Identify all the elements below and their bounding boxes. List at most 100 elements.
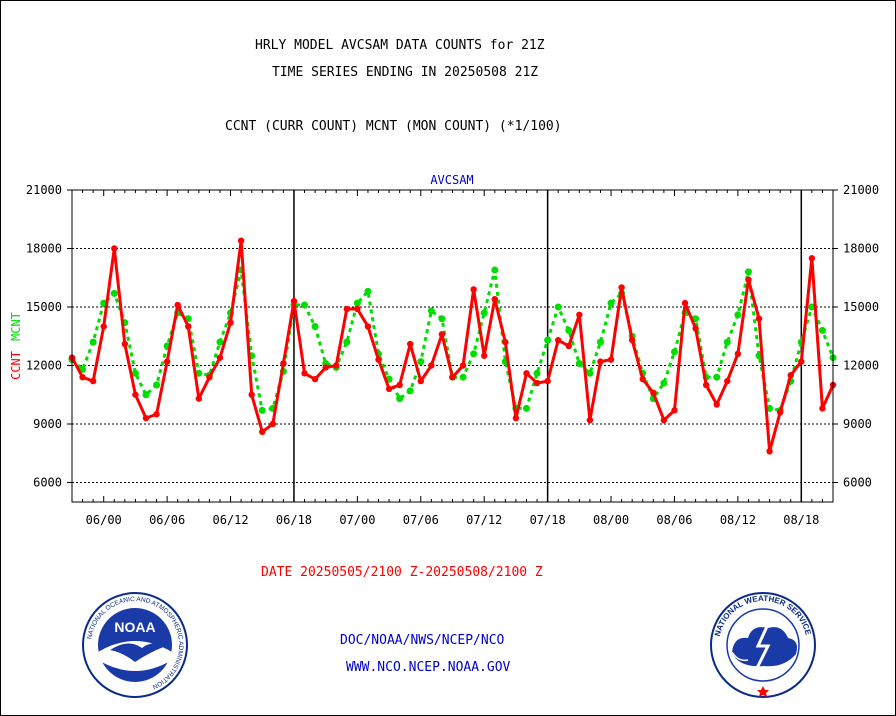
y-tick-label-left: 9000 [33, 417, 62, 431]
data-point-ccnt [311, 375, 319, 383]
y-tick-label-right: 9000 [843, 417, 872, 431]
data-point-ccnt [111, 245, 118, 252]
y-tick-label-right: 18000 [843, 242, 879, 256]
data-point-mcnt [110, 289, 118, 297]
data-point-mcnt [575, 360, 583, 368]
y-label-mcnt: MCNT [9, 312, 23, 341]
data-point-ccnt [364, 323, 372, 330]
y-tick-label-left: 15000 [26, 300, 62, 314]
x-axis: 06/00 06/06 06/12 06/18 07/00 07/06 07/12 07/18… [82, 190, 823, 527]
data-point-ccnt [100, 323, 107, 330]
nws-logo: NATIONAL WEATHER SERVICE [710, 592, 816, 698]
data-point-ccnt [819, 405, 826, 412]
x-tick-label: 08/00 [593, 513, 629, 527]
x-tick-label: 07/18 [530, 513, 566, 527]
data-point-ccnt [491, 296, 498, 303]
data-point-ccnt [428, 362, 435, 369]
data-point-ccnt [375, 356, 382, 363]
data-point-ccnt [776, 409, 784, 416]
data-point-ccnt [808, 255, 816, 262]
data-point-mcnt [522, 404, 530, 412]
data-point-mcnt [586, 369, 594, 377]
data-point-ccnt [512, 414, 520, 422]
data-point-ccnt [354, 305, 361, 313]
data-point-ccnt [639, 375, 646, 383]
data-point-ccnt [650, 389, 657, 396]
data-point-mcnt [670, 348, 678, 356]
y-tick-label-right: 15000 [843, 300, 879, 314]
data-point-mcnt [153, 381, 161, 389]
data-point-mcnt [438, 315, 446, 323]
data-point-ccnt [153, 411, 160, 418]
data-point-ccnt [554, 336, 562, 344]
y-tick-label-right: 21000 [843, 183, 879, 197]
series-layer [68, 237, 837, 455]
data-point-mcnt [544, 336, 552, 344]
data-point-mcnt [818, 326, 826, 334]
y-tick-label-left: 18000 [26, 242, 62, 256]
data-point-ccnt [132, 391, 139, 398]
data-point-mcnt [406, 387, 414, 395]
data-point-ccnt [755, 315, 763, 322]
data-point-mcnt [766, 404, 774, 412]
data-point-mcnt [533, 369, 541, 377]
data-point-mcnt [89, 338, 97, 346]
x-tick-label: 06/12 [212, 513, 248, 527]
data-point-ccnt [195, 395, 203, 402]
data-point-ccnt [237, 237, 245, 244]
x-tick-label: 06/18 [276, 513, 312, 527]
data-point-ccnt [142, 414, 150, 422]
data-point-ccnt [576, 311, 583, 318]
x-tick-label: 07/00 [339, 513, 375, 527]
y-tick-label-right: 12000 [843, 359, 879, 373]
y-tick-label-left: 21000 [26, 183, 62, 197]
data-point-mcnt [311, 323, 319, 330]
y-axis-label: CCNT MCNT [9, 312, 23, 380]
data-point-mcnt [808, 303, 816, 311]
chart-title-line2: TIME SERIES ENDING IN 20250508 21Z [272, 65, 539, 80]
data-point-ccnt [766, 448, 773, 455]
data-point-ccnt [185, 323, 192, 330]
series-line-ccnt [70, 239, 835, 453]
data-point-mcnt [427, 307, 435, 315]
data-point-ccnt [248, 391, 255, 398]
data-point-ccnt [702, 381, 710, 389]
x-tick-label: 08/12 [720, 513, 756, 527]
data-point-ccnt [385, 385, 393, 393]
x-tick-label: 06/06 [149, 513, 185, 527]
data-point-mcnt [396, 395, 404, 403]
chart-subtitle: CCNT (CURR COUNT) MCNT (MON COUNT) (*1/1… [225, 119, 562, 134]
y-axis-right: 6000 9000 12000 15000 18000 21000 [833, 183, 879, 490]
data-point-ccnt [671, 407, 678, 414]
data-point-mcnt [301, 301, 309, 309]
data-point-ccnt [121, 340, 129, 348]
data-point-ccnt [798, 358, 805, 365]
data-point-ccnt [787, 372, 794, 379]
data-point-ccnt [449, 374, 456, 381]
plot-area-border [71, 189, 834, 503]
data-point-ccnt [459, 362, 467, 369]
data-point-ccnt [502, 338, 509, 346]
svg-text:CCNTMCNT: CCNT MCNT [9, 312, 23, 380]
data-point-ccnt [745, 276, 752, 283]
data-point-ccnt [407, 340, 414, 348]
noaa-wordmark: NOAA [114, 619, 155, 635]
data-point-ccnt [660, 416, 668, 424]
y-tick-label-left: 12000 [26, 359, 62, 373]
data-point-ccnt [269, 420, 277, 428]
data-point-ccnt [174, 301, 181, 309]
data-point-mcnt [660, 379, 668, 387]
data-point-ccnt [227, 319, 234, 326]
chart-title-line1: HRLY MODEL AVCSAM DATA COUNTS for 21Z [255, 38, 545, 53]
data-point-mcnt [142, 391, 150, 399]
data-point-ccnt [206, 374, 213, 381]
plot-title: AVCSAM [430, 173, 473, 187]
data-point-ccnt [470, 286, 477, 293]
x-tick-label: 08/06 [656, 513, 692, 527]
data-point-ccnt [734, 350, 742, 357]
data-point-ccnt [79, 374, 86, 381]
data-point-mcnt [744, 268, 752, 276]
date-range-label: DATE 20250505/2100 Z-20250508/2100 Z [261, 565, 543, 580]
data-point-ccnt [89, 377, 97, 385]
